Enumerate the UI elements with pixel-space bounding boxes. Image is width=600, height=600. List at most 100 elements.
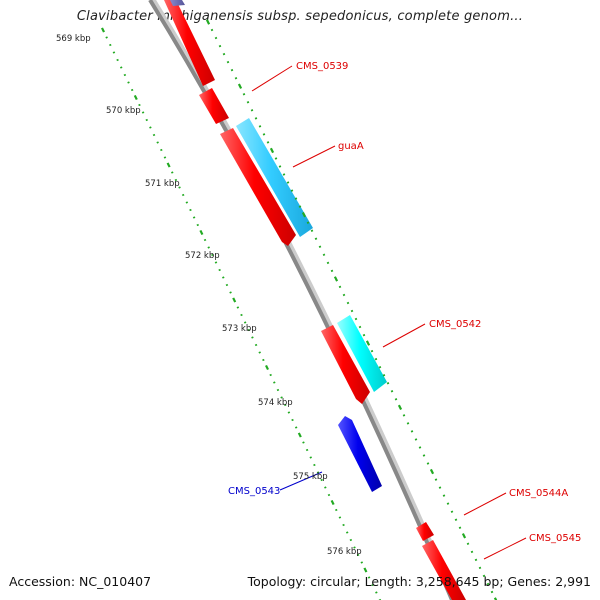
ruler-tick: [149, 126, 152, 129]
outer-ring-tick: [382, 373, 386, 377]
outer-ring-tick: [374, 357, 378, 361]
ruler-tick: [160, 148, 163, 152]
outer-ring-tick: [490, 590, 494, 594]
ruler-tick: [196, 223, 200, 227]
feature-labels: CMS_0539 guaA CMS_0542 CMS_0543 CMS_0544A CMS…: [228, 61, 581, 544]
ruler-tick: [192, 216, 196, 219]
ruler-tick: [280, 396, 283, 399]
ruler-tick: [199, 229, 204, 236]
ruler-tick: [123, 73, 127, 77]
outer-ring-tick: [406, 422, 410, 425]
feature-label[interactable]: CMS_0539: [296, 61, 348, 72]
outer-ring-tick: [214, 36, 218, 40]
outer-ring-tick: [454, 518, 458, 521]
outer-ring-tick: [301, 211, 307, 218]
feature-cms-0540[interactable]: [199, 88, 229, 124]
feature-label[interactable]: CMS_0543: [228, 486, 280, 497]
ruler-tick: [138, 103, 141, 107]
feature-cms-0539[interactable]: [164, 0, 215, 86]
ruler-tick: [262, 358, 265, 362]
ruler-label: 574 kbp: [258, 398, 293, 408]
feature-cms-0543[interactable]: [338, 416, 382, 492]
outer-ring-tick: [333, 276, 339, 282]
ruler-label: 572 kbp: [185, 251, 220, 261]
ruler-tick: [356, 553, 360, 557]
outer-ring-tick: [314, 237, 318, 240]
backbone-shadow: [149, 0, 458, 600]
outer-ring-tick: [274, 157, 278, 160]
summary-text: Topology: circular; Length: 3,258,645 bp…: [247, 574, 591, 589]
ruler-tick: [218, 268, 221, 272]
ruler-tick: [141, 111, 145, 114]
outer-ring-tick: [390, 390, 394, 393]
ruler-tick: [371, 583, 374, 587]
outer-ring-tick: [434, 478, 438, 481]
outer-ring-tick: [205, 19, 211, 25]
feature-guaA[interactable]: [220, 128, 296, 246]
feature-label[interactable]: guaA: [338, 141, 364, 152]
ruler-tick: [170, 171, 174, 174]
feature-cms-0545[interactable]: [422, 540, 466, 600]
feature-rna-sky[interactable]: [236, 118, 313, 237]
ruler-tick: [342, 523, 345, 527]
outer-ring-tick: [354, 317, 358, 321]
outer-ring-tick: [486, 582, 490, 586]
ruler-tick: [349, 538, 353, 542]
outer-ring-tick: [478, 566, 482, 570]
ruler-tick: [353, 546, 356, 549]
ruler-tick: [243, 321, 247, 324]
outer-ring-tick: [250, 109, 254, 112]
outer-ring-tick: [222, 52, 226, 56]
ruler-tick: [229, 291, 232, 294]
outer-ring-tick: [350, 309, 354, 313]
ruler-tick: [309, 456, 313, 459]
ruler-tick: [324, 486, 327, 489]
outer-ring-tick: [338, 285, 342, 289]
ruler-tick: [119, 66, 123, 69]
ruler-tick: [302, 441, 305, 444]
feature-cms-0544a[interactable]: [416, 522, 434, 541]
leader-cms-0539: [251, 65, 293, 92]
outer-ring-tick: [282, 173, 286, 176]
ruler-tick: [367, 576, 371, 579]
ruler-tick: [174, 178, 178, 182]
ruler-tick: [240, 313, 243, 317]
ruler-tick: [145, 118, 149, 122]
feature-cms-0542[interactable]: [321, 325, 370, 404]
ruler-tick: [287, 411, 291, 414]
ruler-tick: [109, 43, 112, 47]
outer-ring-tick: [461, 533, 467, 539]
ruler-tick: [236, 306, 240, 309]
outer-ring-tick: [410, 430, 414, 433]
feature-top-purple[interactable]: [170, 0, 185, 6]
ruler-tick: [363, 567, 368, 573]
feature-rna-cyan[interactable]: [337, 315, 387, 392]
ruler-tick: [185, 201, 189, 204]
outer-ring-tick: [414, 438, 418, 441]
outer-ring-tick: [394, 398, 398, 401]
outer-ring-tick: [234, 76, 238, 80]
ruler-tick: [276, 388, 280, 392]
ruler-tick: [305, 448, 309, 452]
ruler-tick: [258, 351, 261, 354]
outer-ring-tick: [230, 68, 234, 72]
ruler-tick: [345, 531, 349, 534]
ruler-tick: [101, 27, 105, 33]
outer-ring-tick: [365, 340, 371, 346]
ruler-tick: [166, 162, 171, 168]
feature-label[interactable]: CMS_0542: [429, 319, 481, 330]
ruler-label: 570 kbp: [106, 106, 141, 116]
ruler-tick: [127, 81, 130, 84]
outer-ring-tick: [258, 125, 262, 128]
outer-ring-tick: [318, 245, 322, 249]
ruler-label: 576 kbp: [327, 547, 362, 557]
feature-label[interactable]: CMS_0544A: [509, 488, 568, 499]
outer-ring-tick: [278, 165, 282, 168]
outer-ring-tick: [306, 221, 310, 224]
outer-ring-tick: [294, 197, 298, 200]
ruler-tick: [283, 403, 287, 407]
feature-label[interactable]: CMS_0545: [529, 533, 581, 544]
ruler-tick: [338, 516, 342, 519]
ruler-tick: [320, 478, 323, 482]
